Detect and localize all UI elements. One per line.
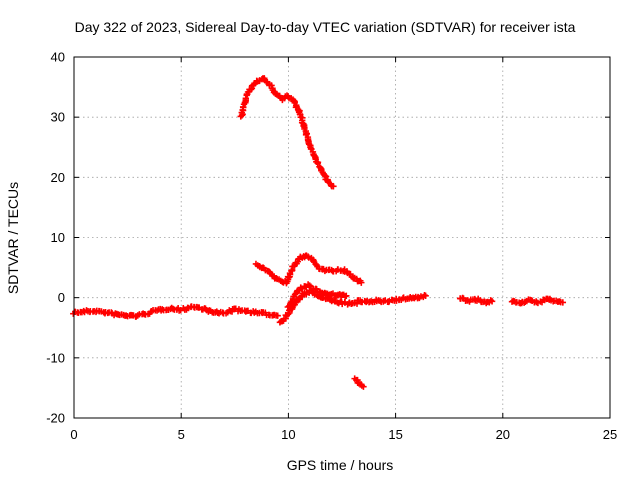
data-marks <box>70 75 567 390</box>
data-point <box>546 295 554 303</box>
series-upper-branch <box>284 281 350 311</box>
data-point <box>247 86 255 93</box>
x-tick-label: 10 <box>281 427 295 442</box>
y-tick-label: 30 <box>51 110 65 125</box>
data-point <box>297 284 304 291</box>
series-large-arc <box>237 75 337 190</box>
y-tick-label: 10 <box>51 230 65 245</box>
data-point <box>358 279 365 286</box>
series-baseline-late-2 <box>508 295 567 307</box>
series-baseline-late-1 <box>456 294 496 307</box>
data-point <box>314 159 321 167</box>
x-tick-label: 5 <box>178 427 185 442</box>
series-baseline-low <box>70 303 281 320</box>
x-tick-label: 15 <box>388 427 402 442</box>
data-point <box>559 299 567 306</box>
y-tick-label: 0 <box>58 290 65 305</box>
axis-ticks: 0 5 10 15 20 25 -20 -10 0 10 20 30 40 <box>46 50 617 443</box>
series-mid-arc <box>252 252 365 287</box>
data-point <box>305 141 313 148</box>
data-point <box>300 122 307 130</box>
y-axis-label: SDTVAR / TECUs <box>5 182 21 294</box>
x-axis-label: GPS time / hours <box>287 457 394 473</box>
x-tick-label: 20 <box>496 427 510 442</box>
data-point <box>422 292 429 300</box>
grid <box>74 57 610 418</box>
data-point <box>330 183 337 190</box>
data-point <box>487 297 494 304</box>
y-tick-label: -10 <box>46 350 65 365</box>
series-baseline-continued <box>354 292 429 306</box>
y-tick-label: -20 <box>46 411 65 426</box>
data-point <box>488 298 496 305</box>
x-tick-label: 0 <box>70 427 77 442</box>
data-point <box>274 312 281 319</box>
x-tick-label: 25 <box>603 427 617 442</box>
y-tick-label: 40 <box>51 50 65 65</box>
y-tick-label: 20 <box>51 170 65 185</box>
series-low-cluster <box>351 375 367 390</box>
data-point <box>284 310 292 318</box>
data-point <box>343 292 350 300</box>
chart-title: Day 322 of 2023, Sidereal Day-to-day VTE… <box>75 19 576 35</box>
data-point <box>360 383 367 390</box>
